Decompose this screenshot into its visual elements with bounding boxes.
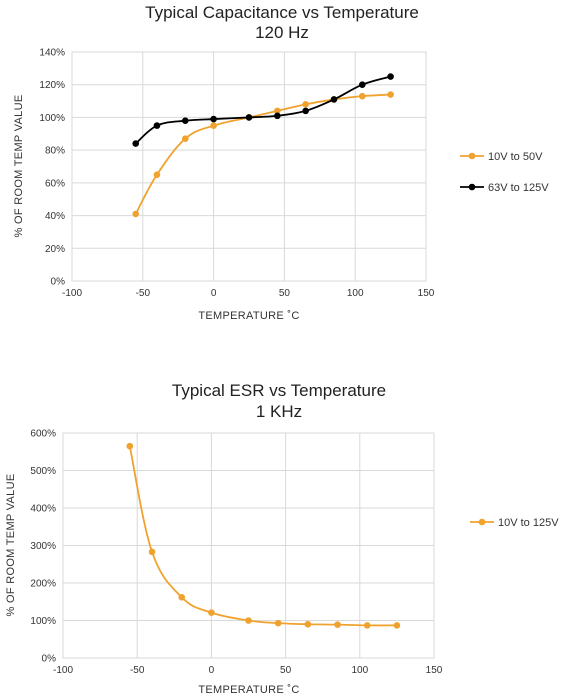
chart2-x-axis-label: TEMPERATURE ˚C: [198, 684, 299, 696]
chart2-y-tick-label: 400%: [30, 504, 56, 515]
chart2-y-tick-label: 600%: [30, 429, 56, 440]
chart1-data-point: [132, 210, 140, 218]
chart1-data-point: [210, 115, 217, 123]
chart1-y-tick-label: 0%: [51, 277, 66, 288]
chart2-subtitle: 1 KHz: [256, 402, 302, 421]
chart2-data-point: [208, 609, 215, 616]
chart2-data-point: [126, 442, 134, 450]
chart2-data-point: [148, 548, 156, 556]
chart2-y-tick-label: 100%: [30, 616, 56, 627]
chart2-data-point: [178, 593, 186, 601]
chart1-series-line-2: [135, 75, 391, 145]
chart1-legend: 10V to 50V 63V to 125V: [460, 151, 549, 194]
chart1-y-tick-label: 100%: [39, 113, 65, 124]
chart2-x-tick-label: 100: [351, 665, 368, 676]
chart1-y-tick-label: 80%: [45, 146, 65, 157]
chart1-y-tick-label: 140%: [39, 48, 65, 59]
chart2-series-line-1: [128, 445, 397, 627]
chart1-series-line-1: [134, 93, 391, 215]
chart2-y-axis-label: % OF ROOM TEMP VALUE: [5, 474, 17, 617]
chart1-data-point: [153, 122, 161, 129]
chart2-title: Typical ESR vs Temperature: [172, 381, 386, 400]
chart2-y-tick-label: 0%: [42, 654, 57, 665]
chart1-data-point: [245, 114, 253, 121]
chart1-x-tick-label: 0: [211, 288, 217, 299]
chart1-plot-area: 0% 20% 40% 60% 80% 100% 120% 140% -100 -50 0 50 100 1…: [39, 48, 434, 300]
chart1-y-tick-label: 20%: [45, 244, 65, 255]
chart1-x-tick-label: 100: [347, 288, 364, 299]
chart1-data-point: [387, 91, 394, 98]
chart1-data-point: [302, 101, 309, 108]
chart2-data-point: [245, 617, 252, 624]
chart2-data-point: [274, 619, 282, 627]
chart2-y-tick-label: 300%: [30, 541, 56, 552]
chart1-data-point: [358, 81, 366, 89]
chart1-legend-swatch-marker: [468, 152, 476, 160]
chart1-legend-label: 63V to 125V: [488, 182, 549, 194]
chart2-data-point: [304, 620, 312, 628]
chart2-x-tick-label: -100: [53, 665, 73, 676]
chart1-x-tick-label: -50: [136, 288, 151, 299]
chart2-plot-area: 0% 100% 200% 300% 400% 500% 600% -100 -50 0 50 100 1…: [30, 429, 442, 677]
chart1-y-tick-label: 40%: [45, 211, 65, 222]
chart1-y-axis-label: % OF ROOM TEMP VALUE: [13, 95, 25, 238]
chart1-y-tick-label: 60%: [45, 178, 65, 189]
chart1-y-tick-label: 120%: [39, 80, 65, 91]
chart1-data-point: [387, 73, 394, 80]
chart1-plot-frame: [71, 51, 427, 282]
chart2-x-tick-label: 0: [209, 665, 215, 676]
chart2-plot-frame: [62, 432, 435, 659]
chart2-x-tick-label: 50: [280, 665, 292, 676]
chart1-title: Typical Capacitance vs Temperature: [145, 3, 419, 22]
chart1-x-axis-label: TEMPERATURE ˚C: [198, 310, 299, 322]
chart2-data-point: [393, 622, 401, 629]
chart2-legend-label: 10V to 125V: [498, 517, 559, 529]
chart1-x-tick-label: 150: [418, 288, 435, 299]
chart1-x-tick-label: -100: [62, 288, 82, 299]
chart1-subtitle: 120 Hz: [255, 23, 309, 42]
chart2-data-point: [334, 621, 341, 628]
chart1-data-point: [302, 107, 309, 115]
chart2-y-tick-label: 500%: [30, 466, 56, 477]
chart1-data-point: [153, 171, 161, 178]
chart2-data-point: [363, 622, 371, 629]
chart1-x-tick-label: 50: [279, 288, 291, 299]
chart2-legend: 10V to 125V: [470, 517, 559, 529]
chart1-data-point: [181, 117, 189, 124]
chart1-data-point: [181, 135, 189, 142]
chart1-data-point: [358, 92, 366, 100]
chart2-legend-swatch-marker: [478, 518, 486, 526]
chart1-legend-label: 10V to 50V: [488, 151, 543, 163]
chart1-data-point: [330, 96, 338, 103]
chart1-legend-swatch-marker: [468, 183, 476, 191]
chart2-x-tick-label: -50: [130, 665, 145, 676]
chart1-data-point: [132, 140, 140, 147]
chart2-y-tick-label: 200%: [30, 579, 56, 590]
chart1-data-point: [274, 112, 281, 120]
chart1-data-point: [210, 122, 217, 129]
chart2-x-tick-label: 150: [426, 665, 443, 676]
chart1-data-point: [274, 107, 281, 115]
